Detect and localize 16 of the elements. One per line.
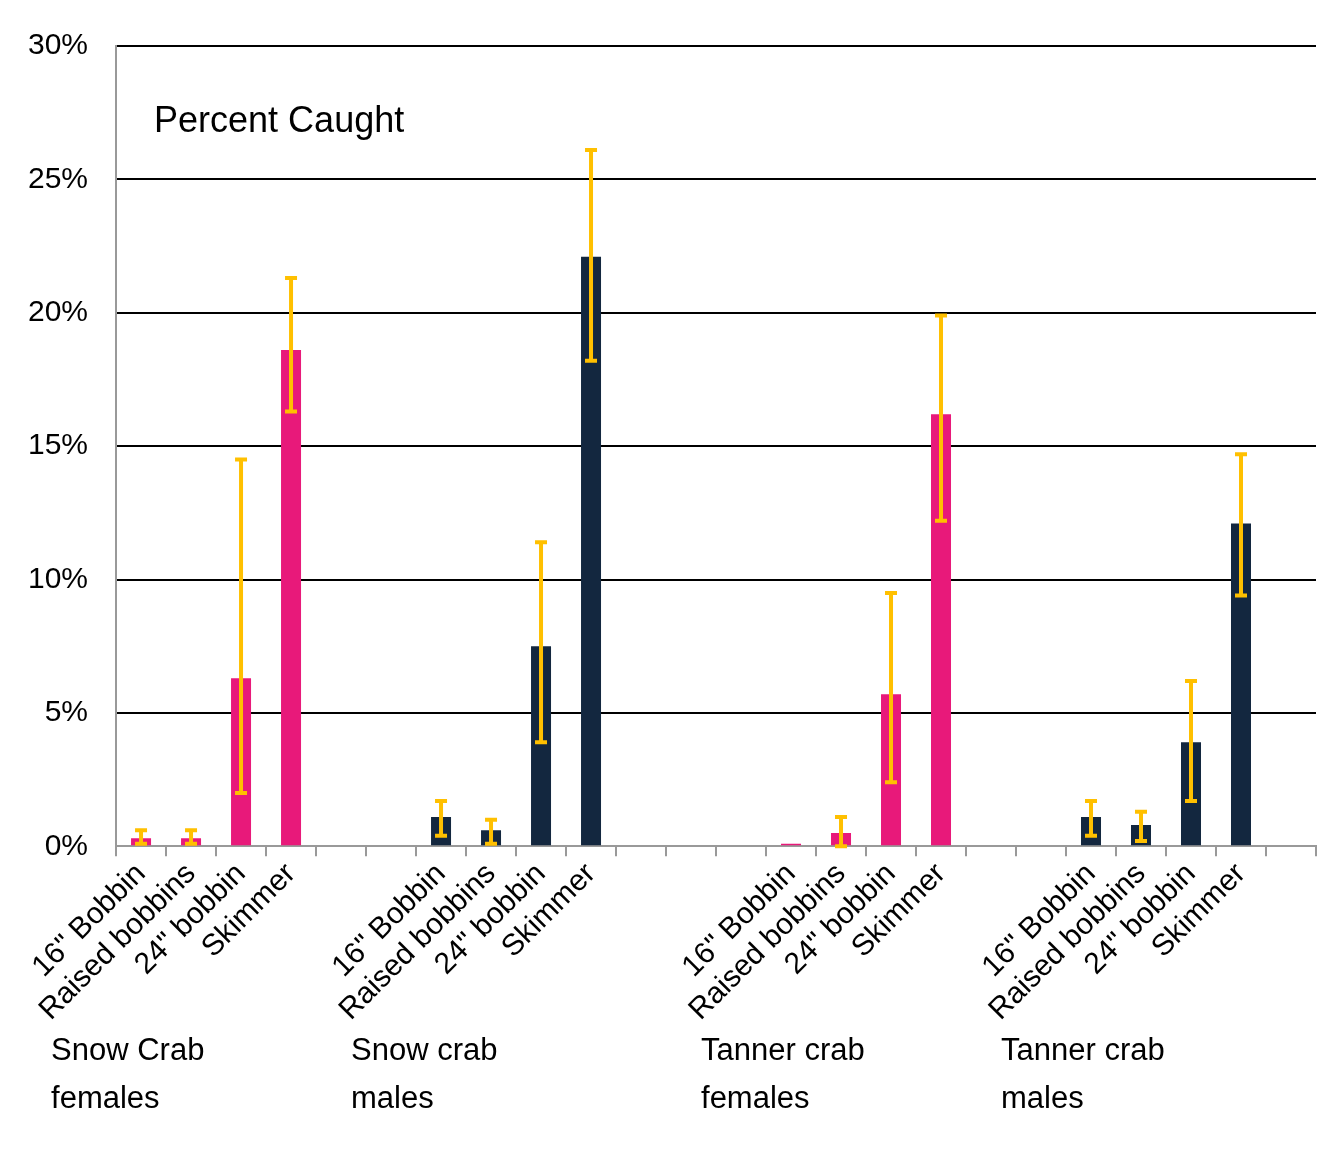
y-tick-label: 25% xyxy=(28,160,89,194)
text: Snow crab males xyxy=(351,1032,498,1115)
text: Tanner crab males xyxy=(1001,1032,1165,1115)
y-tick-label: 10% xyxy=(28,560,89,594)
y-tick-label: 15% xyxy=(28,427,89,461)
bar xyxy=(581,256,602,846)
y-tick-label: 20% xyxy=(28,294,89,328)
bar xyxy=(1231,523,1251,846)
bar xyxy=(281,350,302,846)
text: Snow Crab females xyxy=(51,1032,205,1115)
y-tick-label: 5% xyxy=(44,694,89,728)
text: Tanner crab females xyxy=(701,1032,865,1115)
text: Percent Caught xyxy=(154,99,405,140)
y-tick-label: 0% xyxy=(44,827,89,861)
y-tick-label: 30% xyxy=(28,27,89,61)
bar xyxy=(931,414,952,846)
